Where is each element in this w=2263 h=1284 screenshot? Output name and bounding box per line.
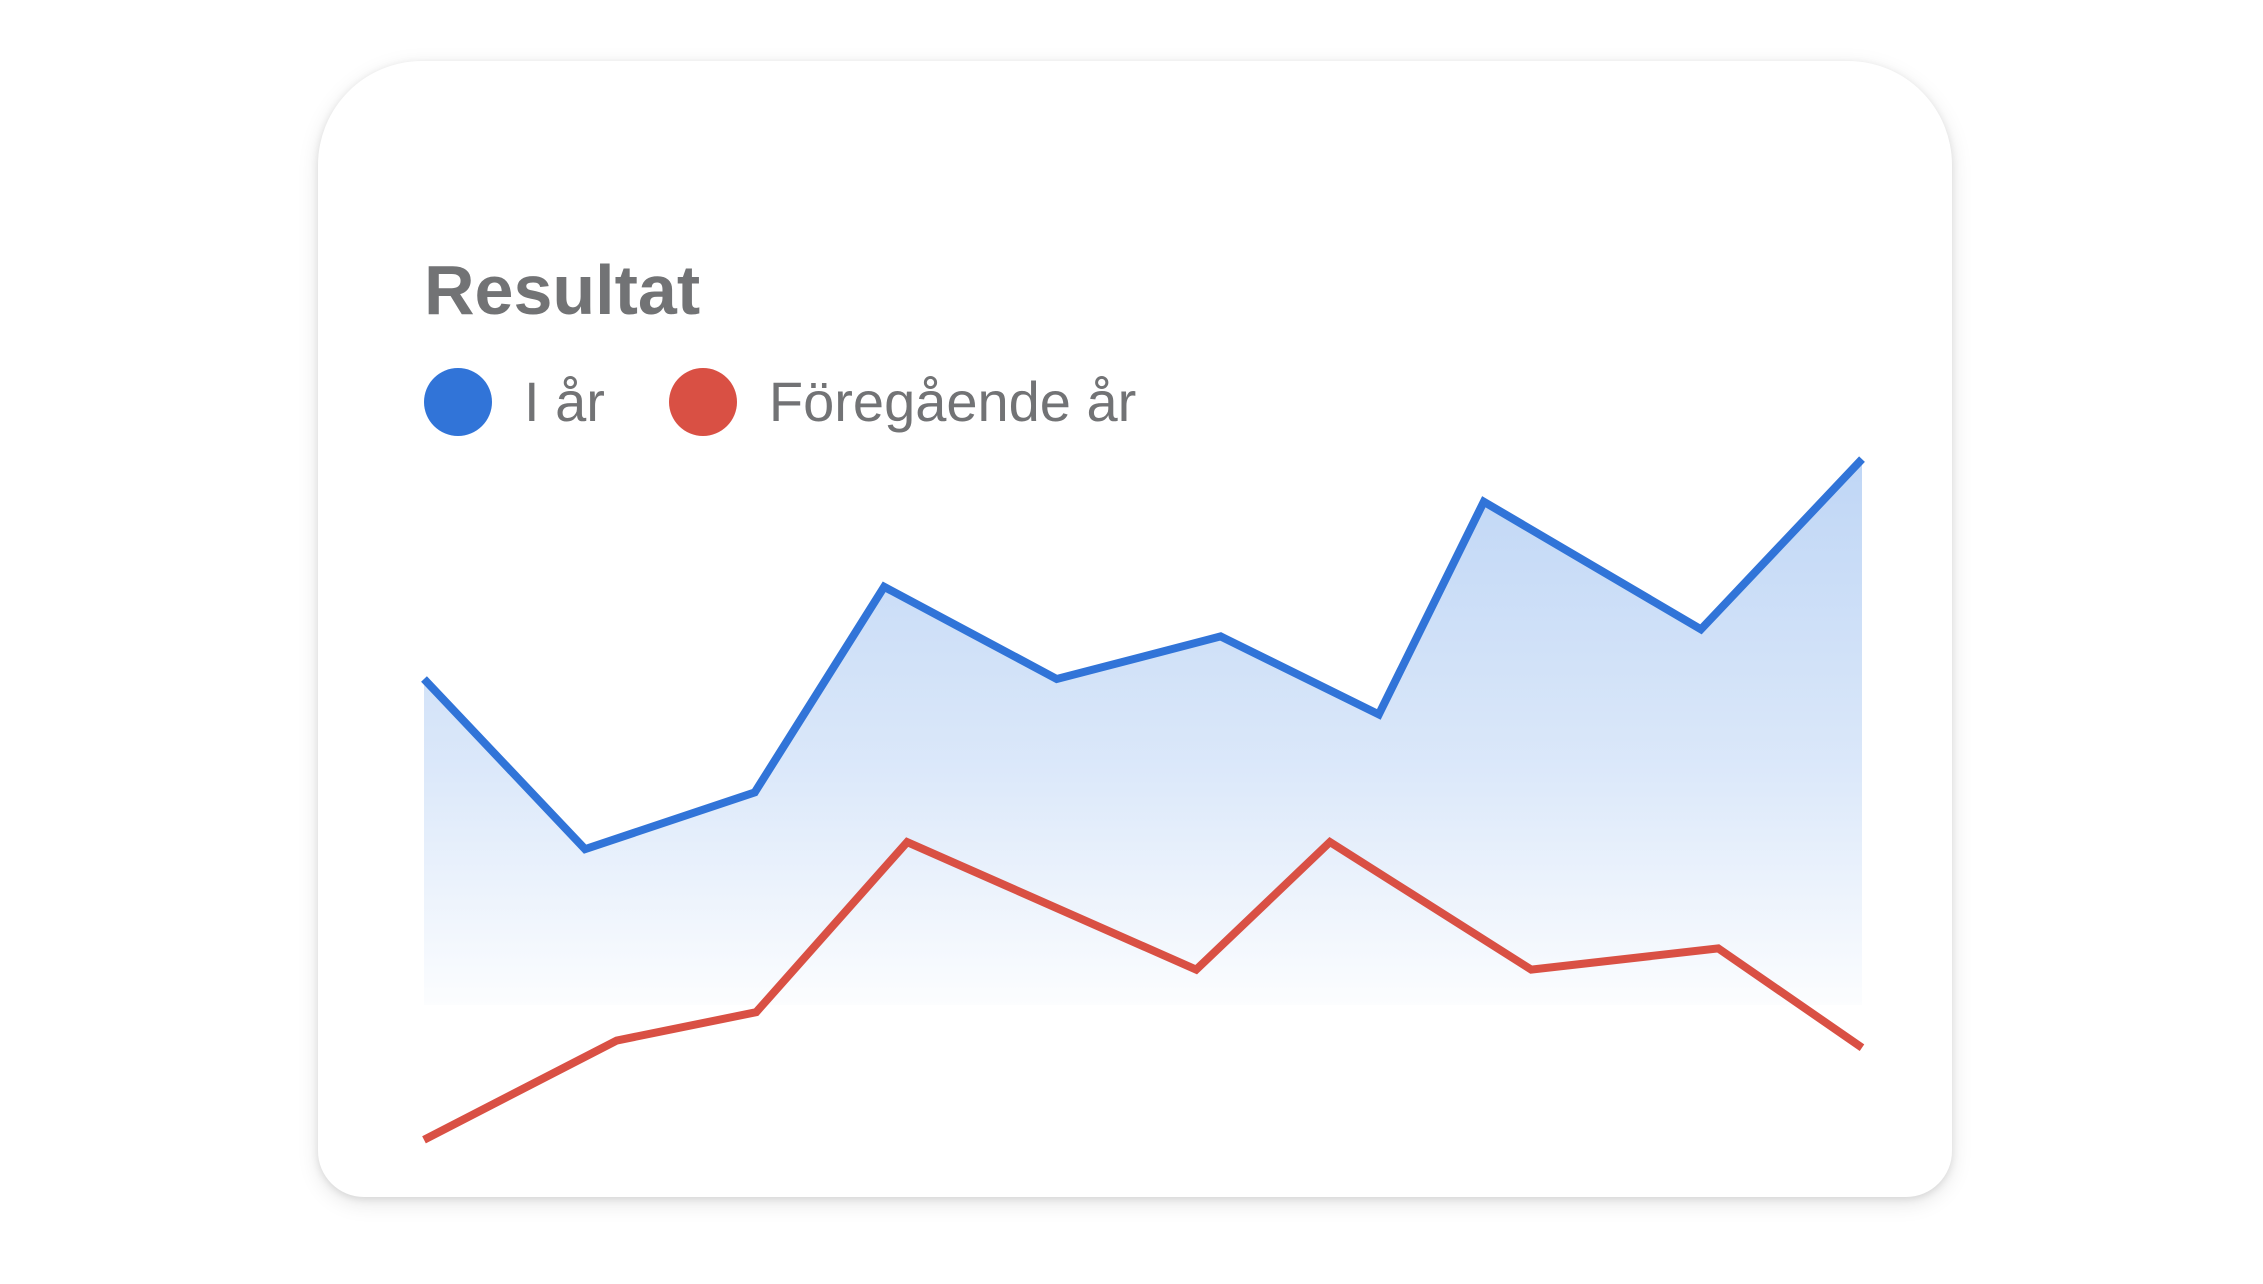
legend-item-previous-year: Föregående år	[668, 367, 1137, 437]
legend-dot-this-year	[424, 368, 492, 436]
data-point-this-year-9	[1861, 458, 1863, 460]
data-point-this-year-6	[1378, 713, 1380, 715]
data-point-this-year-0	[423, 678, 425, 680]
chart-title: Resultat	[424, 251, 701, 329]
data-point-previous-year-6	[1530, 969, 1532, 971]
legend-label-previous-year: Föregående år	[768, 370, 1137, 433]
chart-legend: I år Föregående år	[424, 367, 1200, 437]
data-point-previous-year-1	[616, 1040, 618, 1042]
data-point-this-year-3	[883, 586, 885, 588]
data-point-previous-year-7	[1717, 947, 1719, 949]
data-point-this-year-2	[754, 791, 756, 793]
series-line-previous-year	[422, 836, 1865, 1144]
data-point-this-year-8	[1700, 628, 1702, 630]
data-point-previous-year-4	[1195, 969, 1197, 971]
data-point-previous-year-3	[906, 841, 908, 843]
legend-dot-previous-year	[668, 368, 737, 436]
data-point-previous-year-8	[1861, 1047, 1863, 1049]
series-line-this-year	[421, 456, 1865, 854]
area-fill-this-year	[424, 459, 1862, 1005]
data-point-previous-year-0	[423, 1139, 425, 1141]
data-point-this-year-7	[1483, 501, 1485, 503]
data-point-previous-year-5	[1329, 841, 1331, 843]
data-point-previous-year-2	[755, 1011, 757, 1013]
data-point-this-year-5	[1220, 635, 1222, 637]
data-point-this-year-4	[1056, 678, 1058, 680]
data-point-this-year-1	[584, 848, 586, 850]
legend-item-this-year: I år	[424, 367, 605, 437]
legend-label-this-year: I år	[524, 370, 605, 433]
